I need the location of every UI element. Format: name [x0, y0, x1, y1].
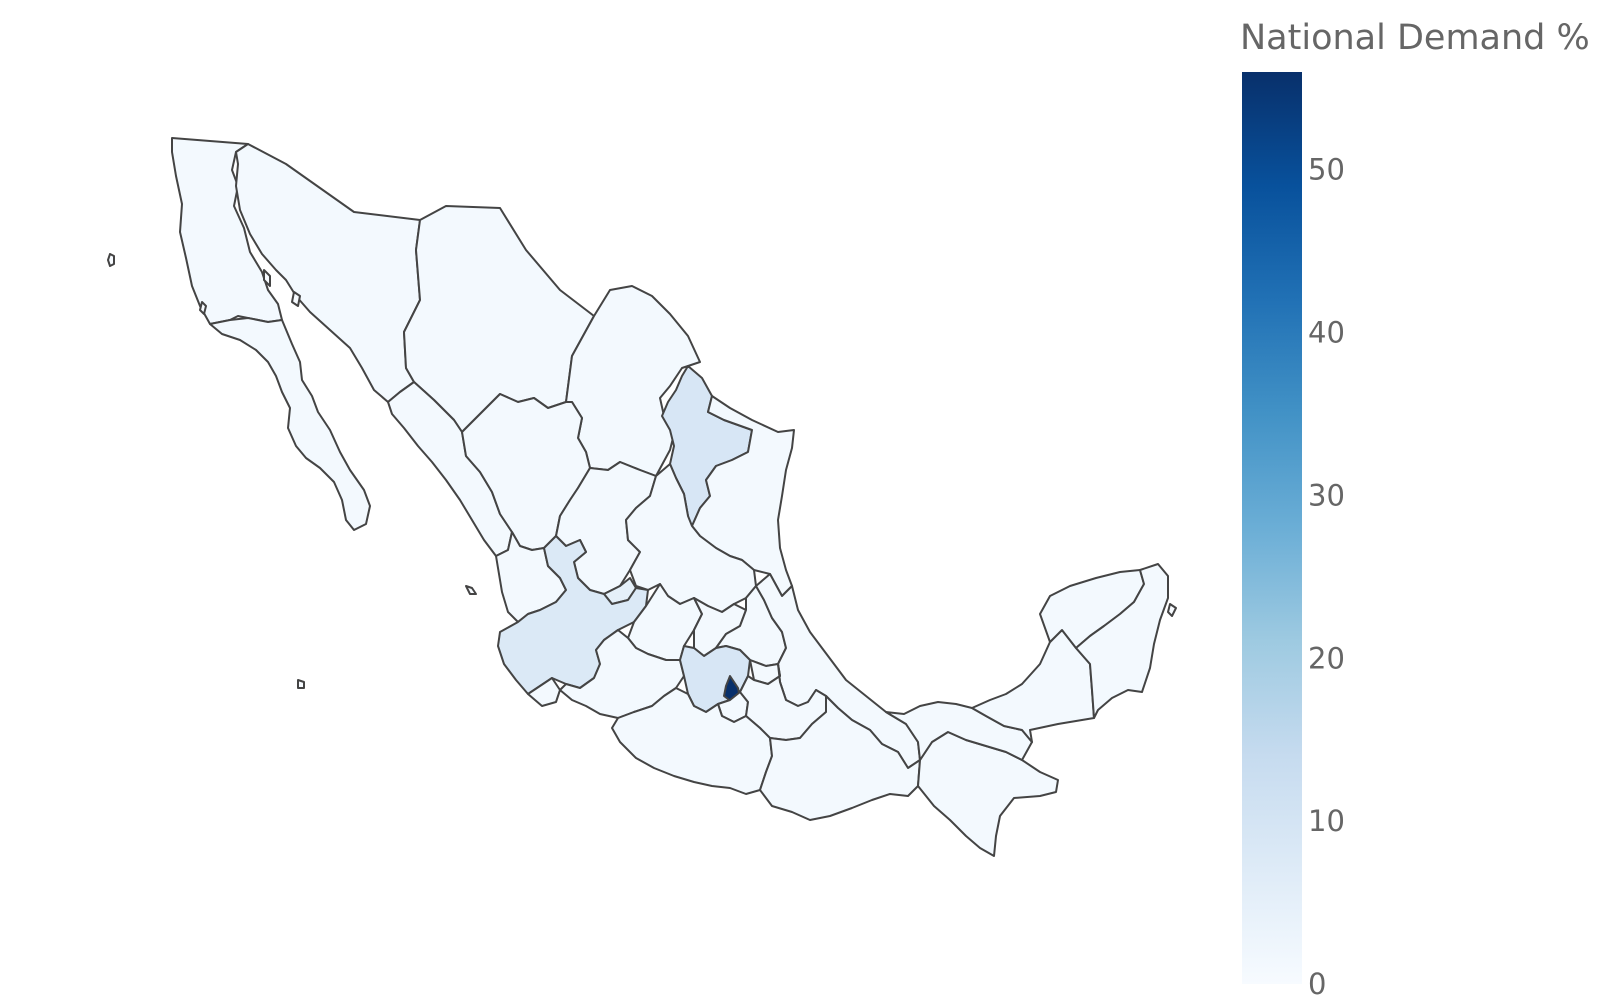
colorbar-tick-label: 50 [1308, 153, 1345, 187]
island-tiburon [291, 291, 301, 307]
state-baja-california-sur[interactable] [209, 317, 371, 531]
colorbar-tick-label: 10 [1308, 804, 1345, 838]
colorbar-tick-label: 20 [1308, 641, 1345, 675]
colorbar-ticks: 0 10 20 30 40 50 [1308, 153, 1345, 1001]
island-socorro [297, 679, 305, 689]
island-guadalupe [107, 253, 115, 267]
island-cedros [199, 301, 207, 315]
colorbar-gradient [1242, 72, 1302, 984]
colorbar: 0 10 20 30 40 50 [1242, 72, 1345, 1001]
state-tabasco[interactable] [885, 701, 1033, 761]
colorbar-tick-label: 0 [1308, 967, 1326, 1000]
colorbar-tick-label: 30 [1308, 478, 1345, 512]
islands-layer [107, 253, 1177, 689]
state-quintana-roo[interactable] [1075, 563, 1169, 719]
colorbar-tick-label: 40 [1308, 316, 1345, 350]
colorbar-title: National Demand % [1240, 18, 1590, 58]
island-marias [465, 585, 477, 595]
island-cozumel [1167, 603, 1177, 617]
map-states-layer [171, 137, 1169, 857]
state-chiapas[interactable] [917, 731, 1059, 857]
island-angel-guarda [263, 269, 271, 287]
